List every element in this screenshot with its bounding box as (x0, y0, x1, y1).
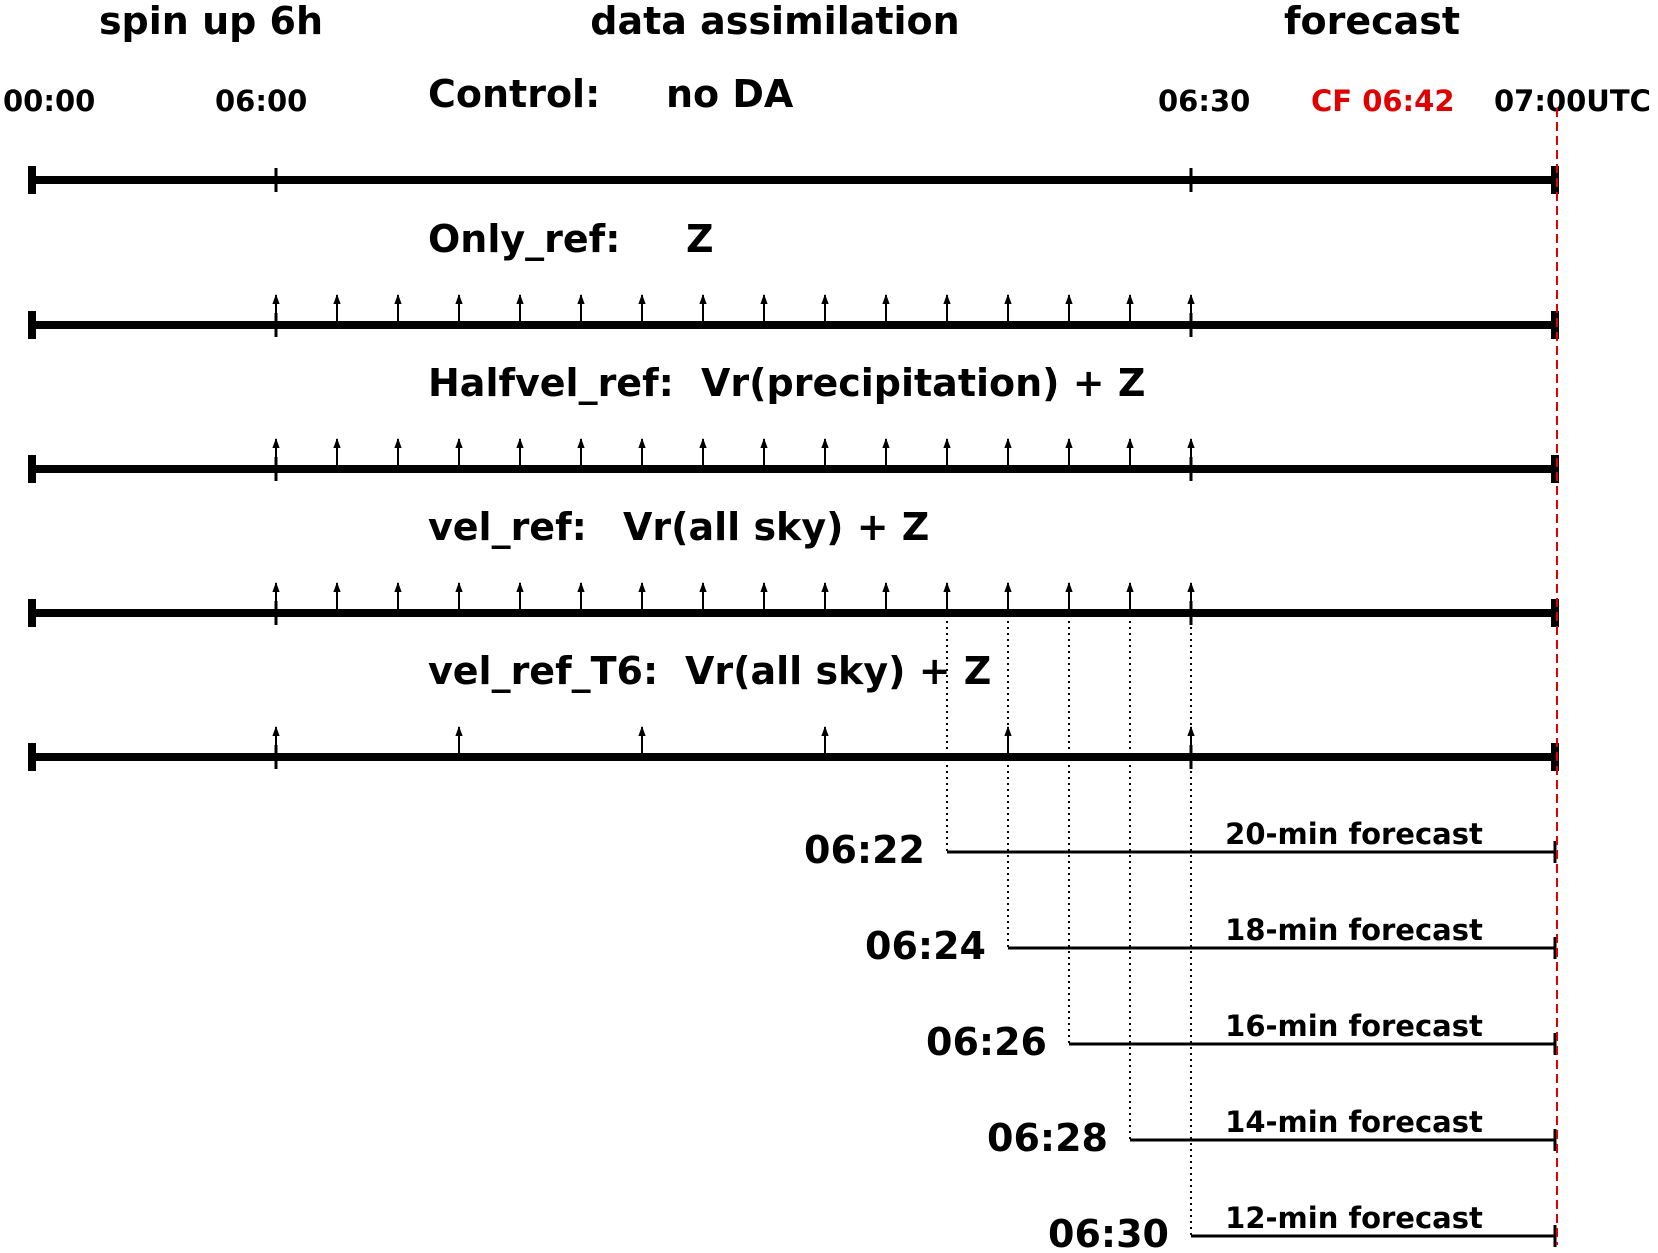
forecast-row: 06:30 12-min forecast (1048, 621, 1557, 1253)
experiment-description: Z (686, 217, 714, 261)
forecast-row: 06:28 14-min forecast (987, 621, 1557, 1160)
time-label-0630: 06:30 (1158, 84, 1250, 118)
experiment-row: vel_ref_T6: Vr(all sky) + Z (28, 649, 1559, 771)
forecast-length-label: 20-min forecast (1225, 817, 1483, 851)
forecast-init-label: 06:22 (804, 828, 925, 872)
experiment-row: Only_ref: Z (28, 217, 1559, 339)
phase-forecast-label: forecast (1284, 0, 1460, 43)
experiment-name: Only_ref: (428, 217, 620, 261)
forecast-init-label: 06:24 (865, 924, 986, 968)
experiment-description: Vr(all sky) + Z (623, 505, 929, 549)
time-label-0000: 00:00 (3, 84, 95, 118)
experiment-row: Halfvel_ref: Vr(precipitation) + Z (28, 361, 1559, 483)
experiment-description: Vr(all sky) + Z (685, 649, 991, 693)
experiments-layer: Control: no DA Only_ref: Z Halfvel_ref: Vr(pr… (28, 72, 1559, 771)
forecast-length-label: 16-min forecast (1225, 1009, 1483, 1043)
experiment-name: Control: (428, 72, 600, 116)
forecasts-layer: 06:22 20-min forecast 06:24 18-min forecast… (804, 621, 1557, 1253)
experiment-name: vel_ref_T6: (428, 649, 658, 693)
time-label-cf: CF 06:42 (1311, 84, 1455, 118)
experiment-description: no DA (666, 72, 794, 116)
forecast-length-label: 12-min forecast (1225, 1201, 1483, 1235)
time-label-0700: 07:00UTC (1494, 84, 1651, 118)
experiment-name: vel_ref: (428, 505, 587, 549)
forecast-length-label: 18-min forecast (1225, 913, 1483, 947)
phase-da-label: data assimilation (590, 0, 959, 43)
experiment-name: Halfvel_ref: (428, 361, 674, 405)
experiment-row: Control: no DA (28, 72, 1559, 194)
time-label-0600: 06:00 (215, 84, 307, 118)
forecast-init-label: 06:28 (987, 1116, 1108, 1160)
forecast-init-label: 06:30 (1048, 1212, 1169, 1253)
forecast-row: 06:26 16-min forecast (926, 621, 1557, 1064)
phase-spinup-label: spin up 6h (99, 0, 323, 43)
forecast-init-label: 06:26 (926, 1020, 1047, 1064)
forecast-row: 06:22 20-min forecast (804, 621, 1557, 872)
forecast-length-label: 14-min forecast (1225, 1105, 1483, 1139)
experiment-row: vel_ref: Vr(all sky) + Z (28, 505, 1559, 627)
forecast-row: 06:24 18-min forecast (865, 621, 1557, 968)
experiment-description: Vr(precipitation) + Z (701, 361, 1145, 405)
